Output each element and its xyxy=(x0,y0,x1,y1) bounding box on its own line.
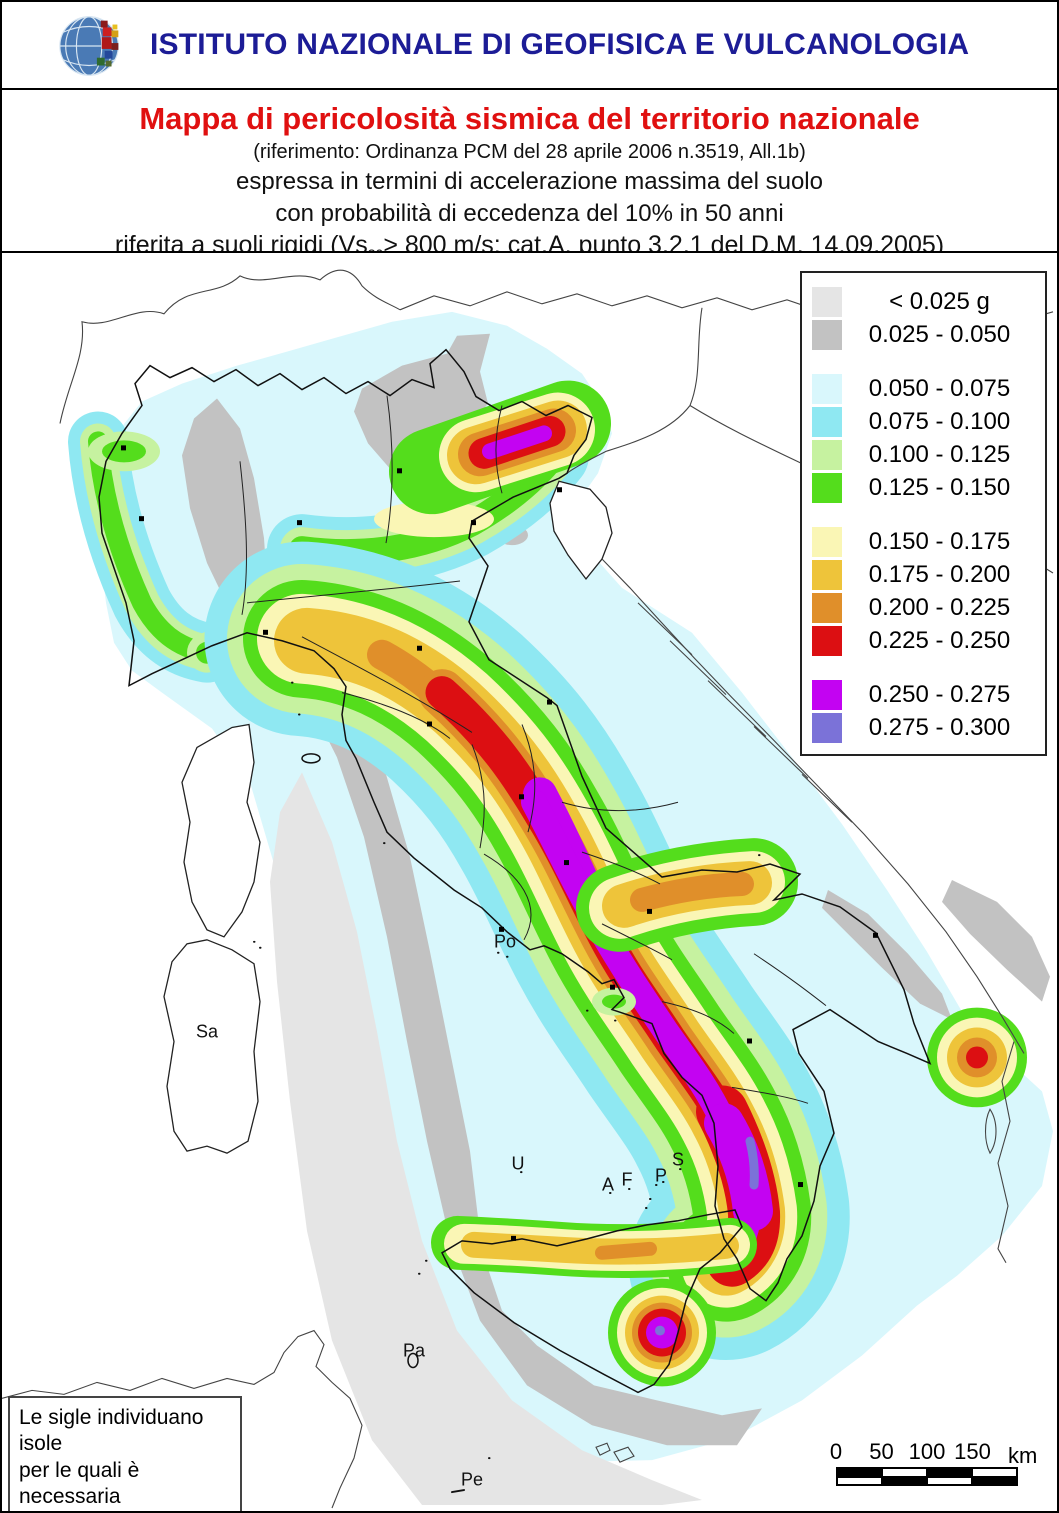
legend-row: 0.250 - 0.275 xyxy=(812,678,1037,711)
city-markers xyxy=(121,445,878,1241)
pantelleria-outline xyxy=(407,1352,419,1369)
legend-label: 0.125 - 0.150 xyxy=(868,473,1011,501)
subtitle-line-2: con probabilità di eccedenza del 10% in … xyxy=(275,200,784,227)
subtitle-line-1: espressa in termini di accelerazione mas… xyxy=(236,168,823,195)
scale-tick: 0 xyxy=(829,1439,843,1464)
legend-group: 0.150 - 0.175 0.175 - 0.200 0.200 - 0.225 0… xyxy=(812,525,1037,657)
hazard-field xyxy=(68,311,1053,1506)
corsica-outline xyxy=(181,723,261,938)
legend-label: 0.150 - 0.175 xyxy=(868,527,1011,555)
scale-segment xyxy=(927,1476,972,1485)
scale-unit: km xyxy=(1008,1443,1038,1468)
scale-segment xyxy=(972,1476,1017,1485)
scale-segment xyxy=(927,1468,972,1477)
istria-outline xyxy=(549,480,613,581)
legend-label: 0.175 - 0.200 xyxy=(868,560,1011,588)
legend-row: 0.175 - 0.200 xyxy=(812,558,1037,591)
legend-row: 0.150 - 0.175 xyxy=(812,525,1037,558)
legend-swatch xyxy=(812,406,842,437)
legend-label: 0.075 - 0.100 xyxy=(868,407,1011,435)
scale-tick: 50 xyxy=(869,1439,894,1464)
island-label-U: U xyxy=(511,1153,525,1174)
island-label-Po: Po xyxy=(493,931,517,952)
ingv-logo-icon xyxy=(59,16,119,76)
legend-swatch xyxy=(812,679,842,710)
mainland-outline xyxy=(98,348,932,1302)
scale-segment xyxy=(972,1468,1017,1477)
map-area: Po Sa U A F P S Pa Pe < 0.025 g 0.025 - 0.050 0.05… xyxy=(2,251,1057,1511)
legend-swatch xyxy=(812,472,842,503)
island-label-F: F xyxy=(621,1169,633,1190)
legend-row: 0.125 - 0.150 xyxy=(812,471,1037,504)
legend-label: 0.025 - 0.050 xyxy=(868,320,1011,348)
sardinia-outline xyxy=(163,939,261,1154)
legend: < 0.025 g 0.025 - 0.050 0.050 - 0.075 0.075… xyxy=(800,271,1047,756)
scale-tick: 150 xyxy=(954,1439,991,1464)
scale-bar-segments xyxy=(836,1467,1018,1486)
reference-line: (riferimento: Ordinanza PCM del 28 april… xyxy=(253,141,806,163)
sicily-outline xyxy=(441,1209,743,1394)
elba-outline xyxy=(301,753,321,764)
institute-title: ISTITUTO NAZIONALE DI GEOFISICA E VULCAN… xyxy=(150,28,970,61)
white-islands xyxy=(163,480,613,1154)
legend-row: 0.075 - 0.100 xyxy=(812,405,1037,438)
legend-swatch xyxy=(812,712,842,743)
legend-label: < 0.025 g xyxy=(889,287,990,315)
note-line: Le sigle individuano isole xyxy=(19,1406,204,1456)
scale-segment xyxy=(882,1468,927,1477)
legend-label: 0.050 - 0.075 xyxy=(868,374,1011,402)
legend-swatch xyxy=(812,592,842,623)
island-label-Pa: Pa xyxy=(402,1340,426,1361)
legend-swatch xyxy=(812,439,842,470)
legend-label: 0.100 - 0.125 xyxy=(868,440,1011,468)
legend-swatch xyxy=(812,286,842,317)
scale-bar: 0 50 100 150 km xyxy=(830,1439,1050,1495)
note-lines: Le sigle individuano isole per le quali è… xyxy=(10,1398,240,1511)
logo-pixel-cluster xyxy=(96,20,119,67)
island-label-Pe: Pe xyxy=(460,1469,484,1490)
legend-row: 0.275 - 0.300 xyxy=(812,711,1037,744)
legend-row: 0.050 - 0.075 xyxy=(812,372,1037,405)
legend-row: 0.225 - 0.250 xyxy=(812,624,1037,657)
header: ISTITUTO NAZIONALE DI GEOFISICA E VULCAN… xyxy=(2,2,1057,88)
legend-group: < 0.025 g 0.025 - 0.050 xyxy=(812,285,1037,351)
region-borders xyxy=(239,395,827,1104)
scale-segment xyxy=(837,1468,882,1477)
scale-segment xyxy=(882,1476,927,1485)
legend-label: 0.200 - 0.225 xyxy=(868,593,1011,621)
legend-swatch xyxy=(812,559,842,590)
legend-label: 0.250 - 0.275 xyxy=(868,680,1011,708)
note-line: per le quali è necessaria xyxy=(19,1458,140,1509)
legend-row: < 0.025 g xyxy=(812,285,1037,318)
note-box: Le sigle individuano isole per le quali è… xyxy=(8,1396,242,1511)
legend-group: 0.050 - 0.075 0.075 - 0.100 0.100 - 0.125 0… xyxy=(812,372,1037,504)
title-block: Mappa di pericolosità sismica del territ… xyxy=(2,88,1057,262)
legend-row: 0.100 - 0.125 xyxy=(812,438,1037,471)
coastlines xyxy=(98,348,932,1394)
scale-tick: 100 xyxy=(908,1439,946,1464)
legend-swatch xyxy=(812,319,842,350)
legend-swatch xyxy=(812,373,842,404)
legend-swatch xyxy=(812,526,842,557)
italy-seismic-hazard-map xyxy=(2,269,1054,1509)
island-label-P: P xyxy=(654,1165,668,1186)
legend-group: 0.250 - 0.275 0.275 - 0.300 xyxy=(812,678,1037,744)
scale-segment xyxy=(837,1476,882,1485)
legend-swatch xyxy=(812,625,842,656)
legend-label: 0.225 - 0.250 xyxy=(868,626,1011,654)
island-label-S: S xyxy=(671,1149,685,1170)
legend-row: 0.025 - 0.050 xyxy=(812,318,1037,351)
small-islands xyxy=(253,681,761,1494)
island-label-A: A xyxy=(601,1174,615,1195)
legend-row: 0.200 - 0.225 xyxy=(812,591,1037,624)
map-title: Mappa di pericolosità sismica del territ… xyxy=(139,101,920,136)
legend-label: 0.275 - 0.300 xyxy=(868,713,1011,741)
island-label-Sa: Sa xyxy=(195,1021,219,1042)
